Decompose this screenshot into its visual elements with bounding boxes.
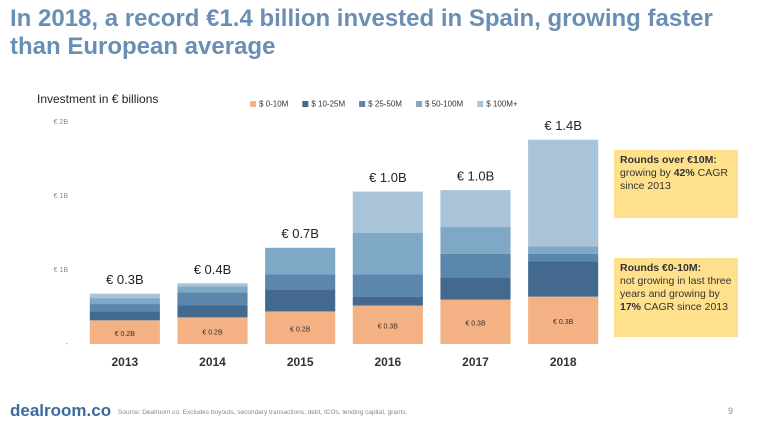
bar-segment <box>177 283 248 287</box>
value-label: € 0.3B <box>378 324 399 331</box>
total-label: € 1.4B <box>544 118 582 133</box>
bar-segment <box>352 305 423 344</box>
bar-segment <box>89 293 160 299</box>
bar-segment <box>177 286 248 293</box>
legend-label: $ 100M+ <box>486 100 518 109</box>
bar-segment <box>265 311 336 344</box>
legend-swatch <box>477 101 484 107</box>
callout-text: CAGR since 2013 <box>641 301 728 313</box>
y-tick-label: - <box>66 341 69 348</box>
callout-text: 42% <box>673 167 695 179</box>
y-tick-label: € 2B <box>54 119 69 126</box>
y-tick-label: € 1B <box>54 267 69 274</box>
x-tick-label: 2017 <box>462 355 489 369</box>
bar-segment <box>177 317 248 344</box>
bar-segment <box>440 277 511 300</box>
value-label: € 0.3B <box>553 319 574 326</box>
callout-text: 17% <box>620 301 642 313</box>
callout: Rounds €0-10M: not growing in last three … <box>614 258 738 337</box>
bar-segment <box>440 299 511 344</box>
bar-segment <box>352 296 423 306</box>
value-label: € 0.2B <box>202 330 223 337</box>
bar-segment <box>352 233 423 275</box>
total-label: € 0.4B <box>194 262 232 277</box>
legend-label: $ 0-10M <box>259 100 289 109</box>
legend-swatch <box>250 101 256 107</box>
total-label: € 0.7B <box>281 226 319 241</box>
source: Source: Dealroom.co. Excludes buyouts, s… <box>118 409 408 416</box>
legend-label: $ 10-25M <box>311 100 345 109</box>
bar-segment <box>265 289 336 312</box>
legend-swatch <box>415 101 422 107</box>
bar-segment <box>265 274 336 290</box>
callout-text: growing by <box>620 167 674 179</box>
total-label: € 0.3B <box>106 272 144 287</box>
bar-segment <box>352 274 423 297</box>
bar-segment <box>528 253 599 262</box>
bar-segment <box>265 247 336 275</box>
value-label: € 0.3B <box>465 321 486 328</box>
bar-segment <box>440 227 511 254</box>
slide-title: In 2018, a record €1.4 billion invested … <box>10 5 713 60</box>
bar-segment <box>177 292 248 306</box>
y-tick-label: € 1B <box>54 193 69 200</box>
legend-label: $ 25-50M <box>368 100 402 109</box>
bar-segment <box>89 311 160 321</box>
x-tick-label: 2015 <box>287 355 314 369</box>
x-tick-label: 2018 <box>550 355 577 369</box>
bar-segment <box>440 253 511 278</box>
bar-segment <box>89 304 160 312</box>
value-label: € 0.2B <box>290 327 311 334</box>
bar-segment <box>440 190 511 228</box>
x-tick-label: 2014 <box>199 355 226 369</box>
total-label: € 1.0B <box>369 170 407 185</box>
callout-title: Rounds €0-10M: <box>620 262 702 274</box>
bar-segment <box>89 320 160 344</box>
page-number: 9 <box>728 406 734 416</box>
legend-label: $ 50-100M <box>425 100 464 109</box>
legend-swatch <box>359 101 366 107</box>
callout: Rounds over €10M: growing by 42% CAGR sin… <box>614 150 738 218</box>
callout-title: Rounds over €10M: <box>620 154 717 166</box>
callout-text: CAGR since 2013 <box>620 167 728 192</box>
bar-segment <box>528 246 599 254</box>
bar-segment <box>528 139 599 247</box>
logo: dealroom.co <box>10 401 112 420</box>
bar-segment <box>89 298 160 305</box>
callout-text: not growing in last three years and grow… <box>620 275 732 300</box>
bar-segment <box>352 191 423 233</box>
legend-swatch <box>302 101 309 107</box>
x-tick-label: 2013 <box>111 355 138 369</box>
value-label: € 0.2B <box>115 331 136 338</box>
bar-segment <box>528 261 599 297</box>
x-tick-label: 2016 <box>374 355 401 369</box>
total-label: € 1.0B <box>457 169 495 184</box>
chart-title: Investment in € billions <box>37 92 158 106</box>
bar-segment <box>528 296 599 344</box>
bar-segment <box>177 305 248 318</box>
